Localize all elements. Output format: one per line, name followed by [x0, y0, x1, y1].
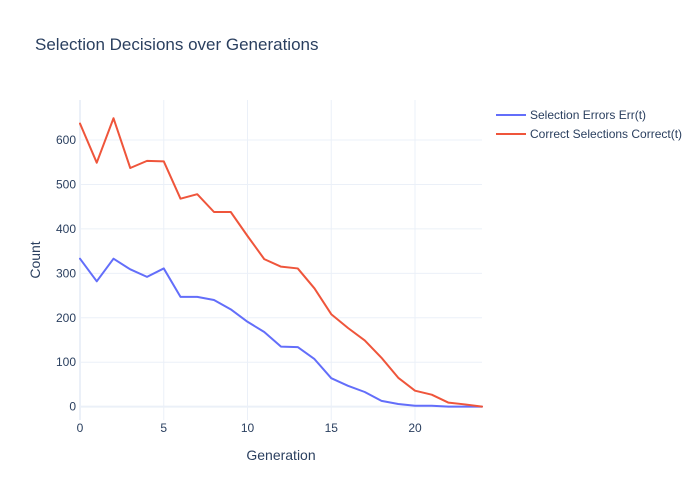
y-tick-label: 500	[56, 177, 76, 191]
x-tick-label: 0	[77, 421, 84, 435]
series-line-0	[79, 257, 483, 408]
y-tick-label: 400	[56, 222, 76, 236]
x-tick-label: 15	[325, 421, 339, 435]
x-tick-label: 20	[408, 421, 422, 435]
y-tick-label: 0	[69, 400, 76, 414]
series-line-1	[79, 117, 483, 408]
legend-label-0: Selection Errors Err(t)	[530, 108, 646, 122]
legend-label-1: Correct Selections Correct(t)	[530, 127, 682, 141]
series-layer	[79, 117, 483, 408]
y-tick-label: 600	[56, 133, 76, 147]
x-tick-label: 5	[160, 421, 167, 435]
legend: Selection Errors Err(t) Correct Selection…	[496, 108, 682, 141]
y-axis-title: Count	[27, 241, 43, 278]
x-tick-label: 10	[241, 421, 255, 435]
y-tick-label: 300	[56, 266, 76, 280]
y-tick-label: 200	[56, 311, 76, 325]
x-axis-title: Generation	[246, 447, 315, 463]
grid-layer	[79, 100, 482, 420]
chart-title: Selection Decisions over Generations	[35, 35, 318, 54]
y-tick-label: 100	[56, 355, 76, 369]
